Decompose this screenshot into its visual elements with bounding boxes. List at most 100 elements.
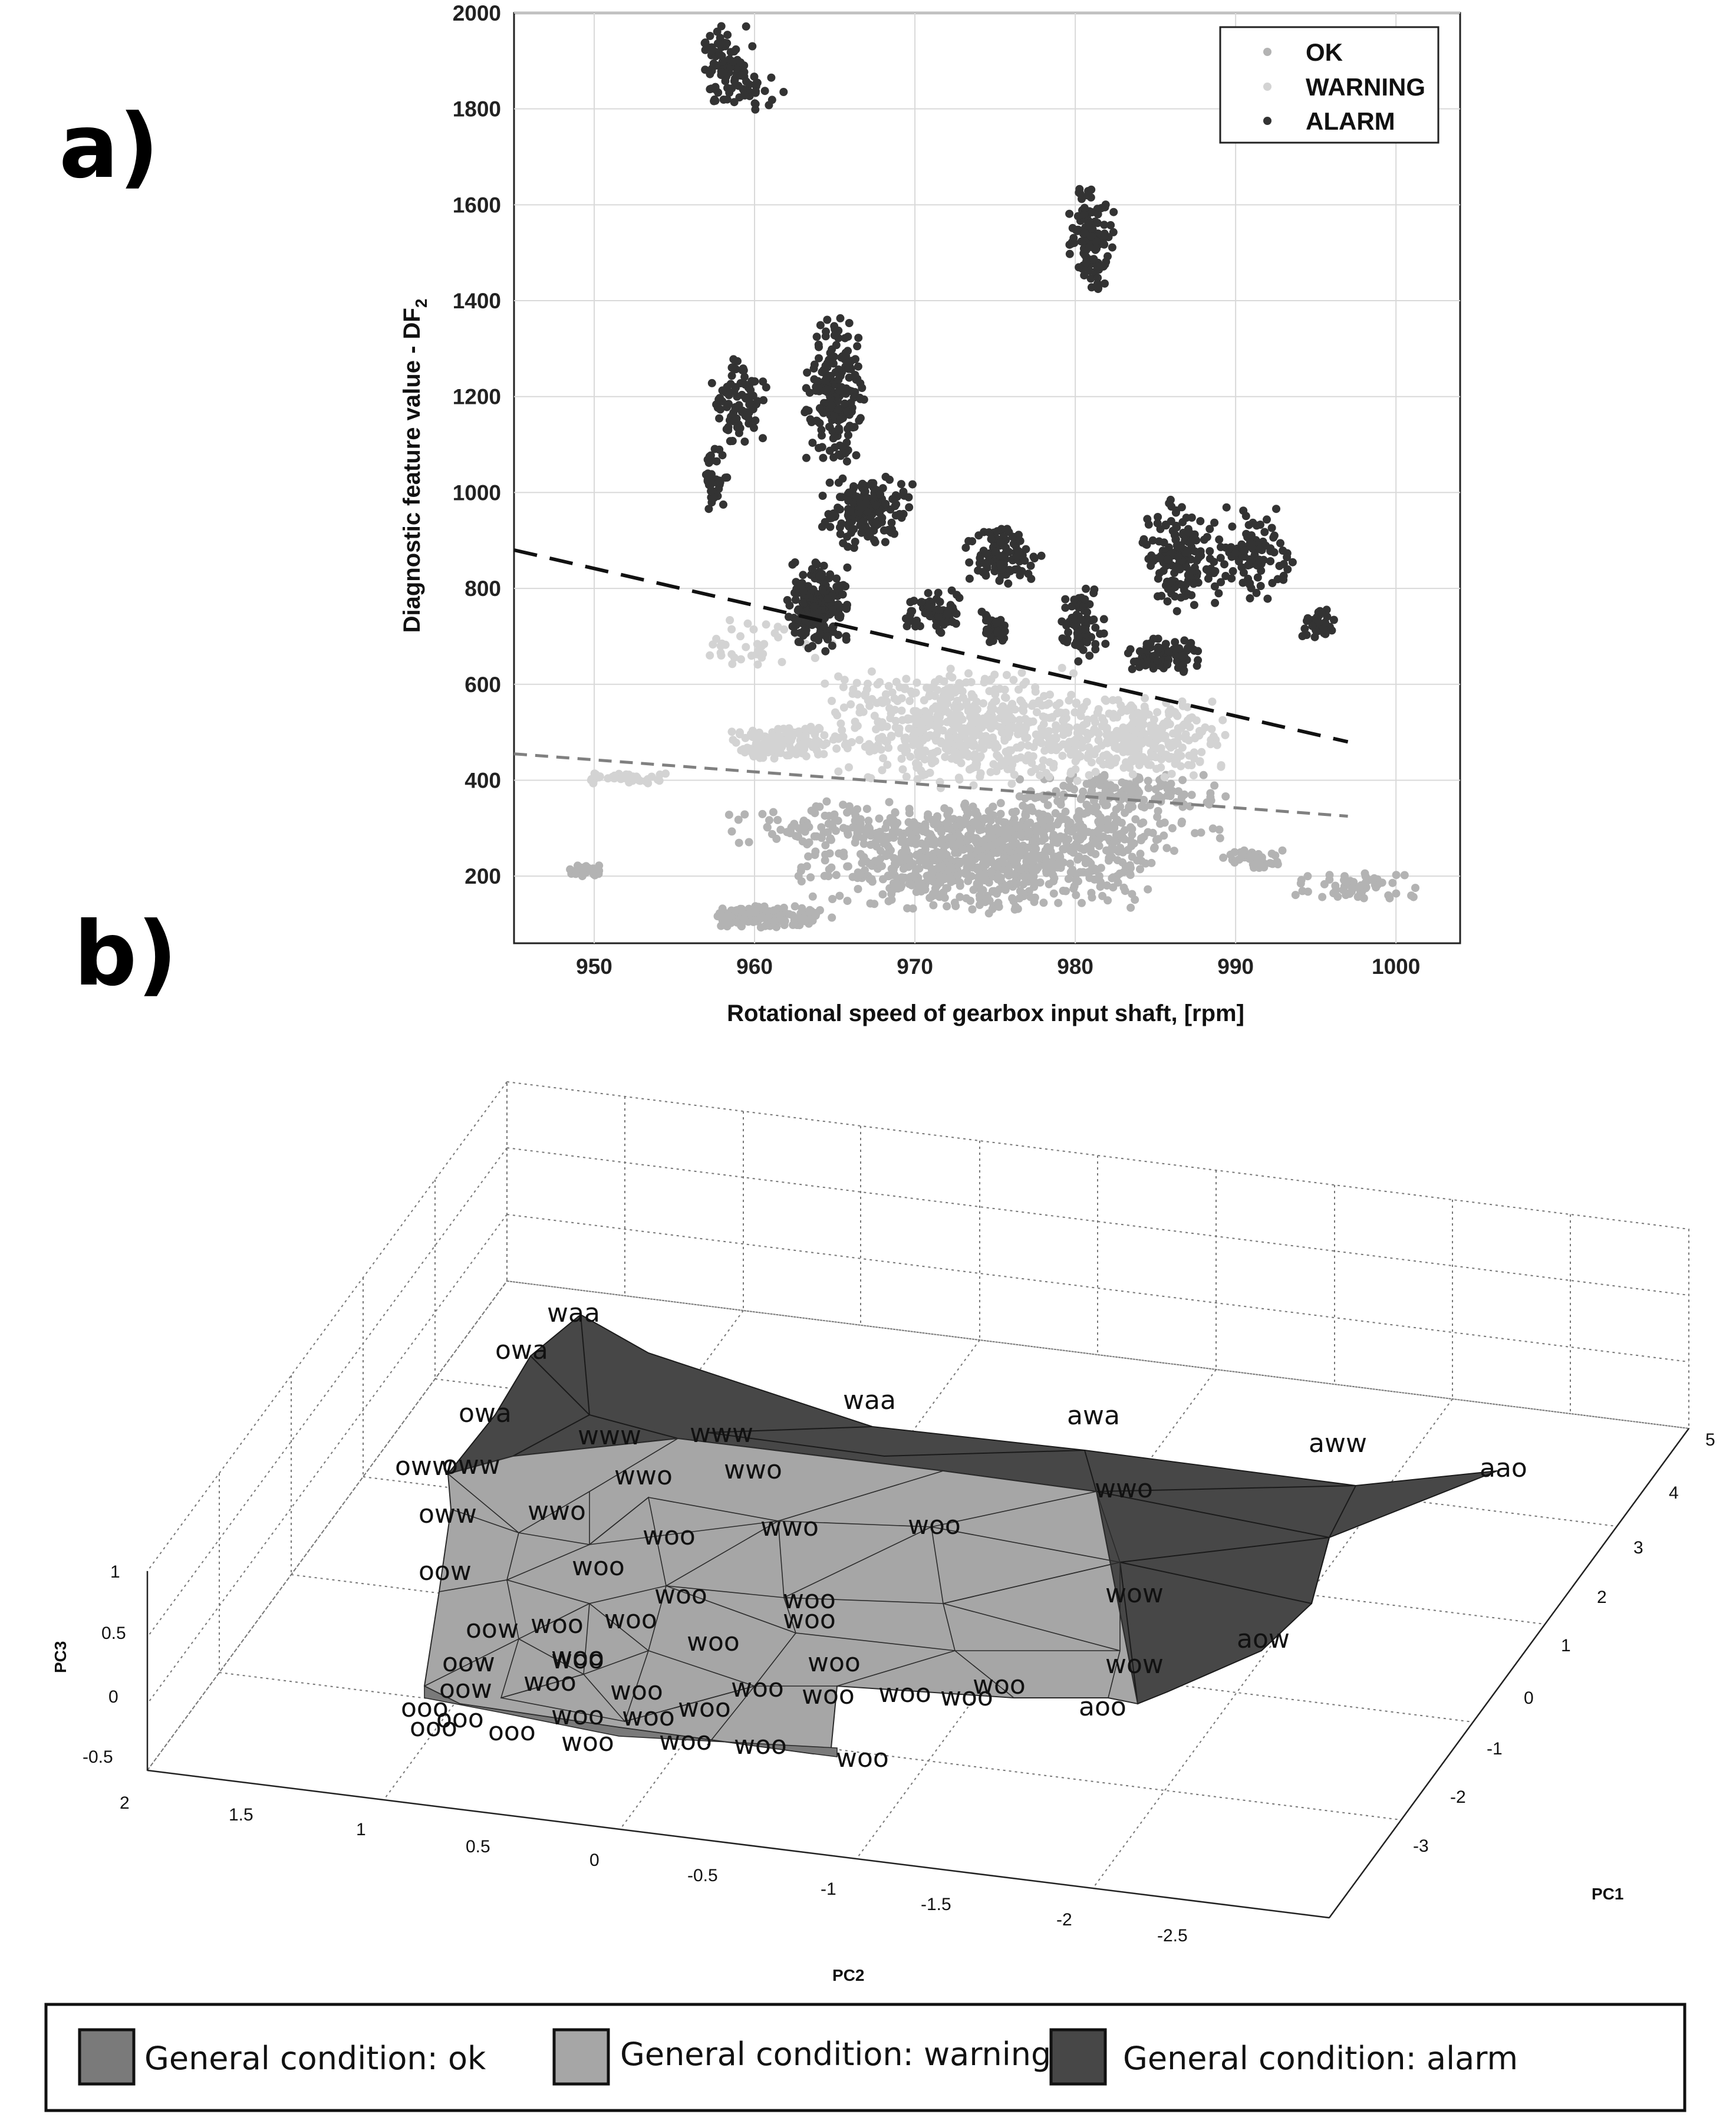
data-point — [740, 914, 749, 923]
data-point — [1139, 720, 1148, 729]
data-point — [828, 641, 836, 650]
data-point — [870, 743, 879, 752]
pc1-tick-label: -1 — [1487, 1739, 1503, 1759]
data-point — [944, 690, 953, 699]
data-point — [1172, 607, 1181, 615]
data-point — [1046, 690, 1054, 699]
data-point — [1090, 585, 1099, 594]
data-point — [1066, 860, 1075, 868]
data-point — [1171, 592, 1180, 601]
data-point — [991, 839, 1000, 848]
data-point — [1078, 898, 1086, 907]
data-point — [571, 870, 580, 878]
data-point — [943, 717, 951, 726]
data-point — [752, 731, 760, 740]
data-point — [761, 735, 770, 744]
data-point — [1357, 881, 1366, 890]
data-point — [877, 697, 885, 706]
data-point — [1125, 782, 1134, 791]
data-point — [1076, 615, 1085, 624]
pc-axes — [146, 1428, 1690, 1919]
data-point — [1131, 815, 1140, 824]
data-point — [788, 560, 797, 569]
data-point — [727, 827, 736, 836]
data-point — [767, 73, 776, 82]
data-point — [1076, 844, 1085, 852]
y-tick-label: 800 — [465, 577, 501, 601]
data-point — [1388, 878, 1397, 887]
data-point — [964, 669, 973, 678]
data-point — [1208, 697, 1217, 706]
data-point — [895, 828, 904, 837]
data-point — [739, 85, 747, 94]
data-point — [964, 859, 973, 867]
data-point — [1252, 588, 1261, 597]
data-point — [1064, 628, 1073, 637]
data-point — [805, 838, 813, 847]
data-point — [854, 362, 862, 371]
data-point — [1094, 705, 1103, 713]
data-point — [591, 772, 599, 781]
data-point — [831, 325, 839, 334]
data-point — [841, 399, 849, 408]
data-point — [808, 565, 816, 574]
data-point — [961, 799, 970, 808]
data-point — [732, 738, 740, 747]
data-point — [1125, 802, 1134, 811]
data-point — [1112, 754, 1121, 763]
data-point — [731, 403, 740, 412]
data-point — [1042, 769, 1050, 778]
data-point — [1022, 545, 1030, 554]
data-point — [1070, 708, 1079, 717]
data-point — [765, 101, 773, 110]
data-point — [958, 693, 967, 702]
data-point — [915, 728, 924, 737]
data-point — [879, 526, 888, 535]
data-point — [1144, 885, 1152, 894]
data-point — [1128, 664, 1137, 673]
data-point — [1156, 525, 1165, 534]
data-point — [1238, 578, 1247, 587]
data-point — [984, 721, 993, 730]
data-point — [910, 707, 918, 716]
data-point — [827, 401, 836, 410]
data-point — [1014, 546, 1023, 555]
data-point — [865, 528, 874, 536]
data-point — [1180, 636, 1189, 645]
data-point — [1206, 793, 1215, 802]
data-point — [1031, 683, 1040, 692]
data-point — [1131, 728, 1140, 737]
pc1-axis-label: PC1 — [1592, 1885, 1623, 1903]
data-point — [1098, 824, 1106, 832]
data-point — [815, 354, 823, 363]
data-point — [1032, 708, 1041, 717]
data-point — [740, 373, 749, 381]
data-point — [839, 703, 848, 712]
data-point — [974, 566, 983, 575]
data-point — [1162, 844, 1171, 852]
data-point — [867, 774, 875, 783]
data-point — [1016, 775, 1025, 783]
data-point — [907, 881, 916, 890]
data-point — [1245, 852, 1254, 861]
data-point — [1005, 565, 1014, 574]
data-point — [1070, 621, 1079, 630]
data-point — [863, 507, 872, 516]
data-point — [881, 538, 890, 546]
data-point — [778, 658, 786, 666]
data-point — [882, 690, 890, 699]
data-point — [604, 774, 612, 783]
data-point — [805, 907, 814, 916]
data-point — [834, 767, 843, 776]
legend-label-ok: OK — [1306, 38, 1343, 66]
data-point — [715, 445, 724, 454]
data-point — [937, 839, 946, 848]
pc3-tick-label: 1 — [110, 1562, 120, 1582]
data-point — [853, 829, 862, 837]
data-point — [1237, 540, 1246, 549]
data-point — [1131, 717, 1139, 726]
data-point — [815, 404, 824, 413]
data-point — [1267, 524, 1276, 532]
data-point — [748, 42, 757, 51]
data-point — [1150, 732, 1159, 740]
